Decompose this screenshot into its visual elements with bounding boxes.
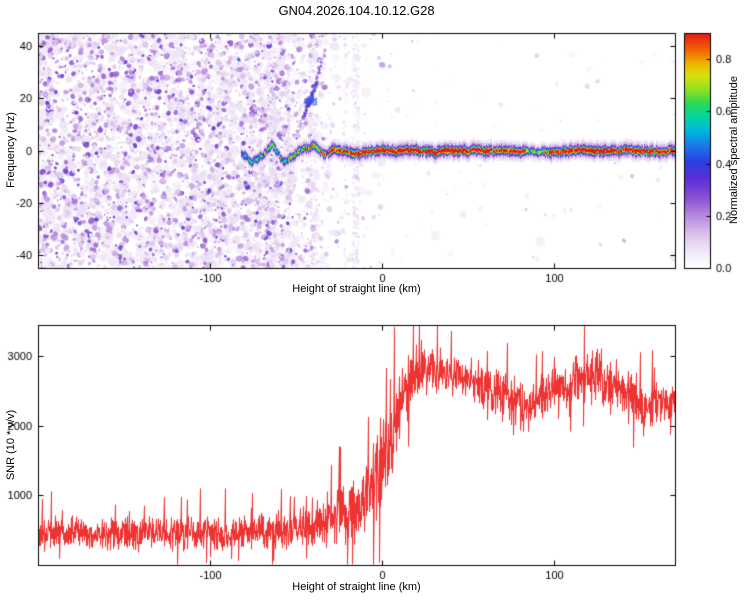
spectrogram-y-axis-label: Frequency (Hz) — [5, 112, 17, 188]
snr-x-axis-label: Height of straight line (km) — [292, 581, 421, 593]
figure-title: GN04.2026.104.10.12.G28 — [278, 3, 435, 18]
colorbar-label: Normalized spectral amplitude — [728, 76, 740, 224]
spectrogram-x-axis-label: Height of straight line (km) — [292, 283, 421, 295]
snr-y-axis-label: SNR (10 * v/v) — [5, 409, 17, 481]
